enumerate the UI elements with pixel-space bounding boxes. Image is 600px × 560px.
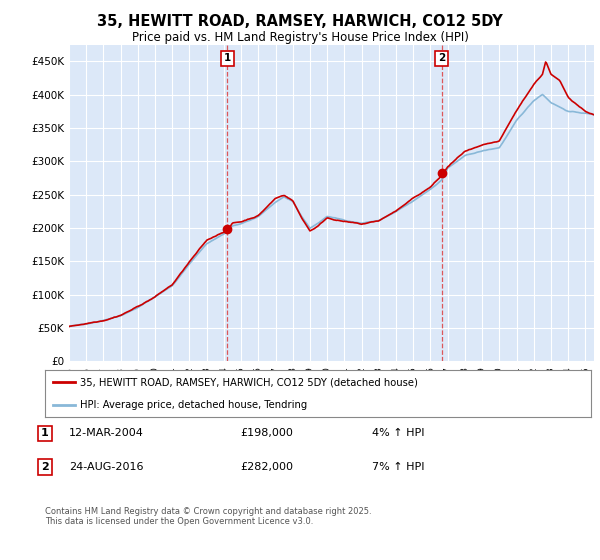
Text: 1: 1 (224, 53, 231, 63)
Text: 12-MAR-2004: 12-MAR-2004 (69, 428, 144, 438)
Text: HPI: Average price, detached house, Tendring: HPI: Average price, detached house, Tend… (80, 400, 308, 410)
Text: £282,000: £282,000 (240, 462, 293, 472)
Text: 2: 2 (41, 462, 49, 472)
Text: Contains HM Land Registry data © Crown copyright and database right 2025.
This d: Contains HM Land Registry data © Crown c… (45, 507, 371, 526)
Text: 24-AUG-2016: 24-AUG-2016 (69, 462, 143, 472)
Text: 35, HEWITT ROAD, RAMSEY, HARWICH, CO12 5DY: 35, HEWITT ROAD, RAMSEY, HARWICH, CO12 5… (97, 14, 503, 29)
Text: 2: 2 (438, 53, 445, 63)
Text: £198,000: £198,000 (240, 428, 293, 438)
Text: 4% ↑ HPI: 4% ↑ HPI (372, 428, 425, 438)
Text: Price paid vs. HM Land Registry's House Price Index (HPI): Price paid vs. HM Land Registry's House … (131, 31, 469, 44)
Text: 7% ↑ HPI: 7% ↑ HPI (372, 462, 425, 472)
Text: 1: 1 (41, 428, 49, 438)
Text: 35, HEWITT ROAD, RAMSEY, HARWICH, CO12 5DY (detached house): 35, HEWITT ROAD, RAMSEY, HARWICH, CO12 5… (80, 377, 418, 388)
